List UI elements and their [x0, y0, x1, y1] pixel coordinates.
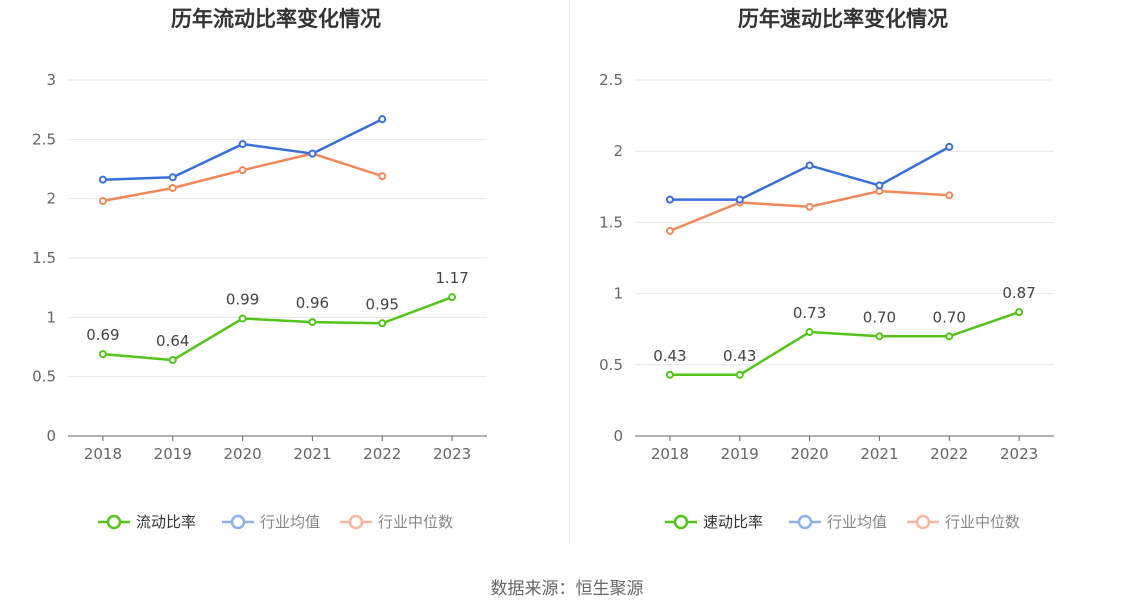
data-label: 0.43: [653, 347, 686, 365]
current-ratio-chart: 历年流动比率变化情况 0 0.5 1 1.5 2 2.5 3 2018 2019 2020 2021 2…: [32, 7, 487, 531]
legend-label: 行业中位数: [378, 513, 453, 531]
y-tick-label: 2.5: [599, 71, 623, 89]
data-point: [945, 332, 954, 341]
data-point: [665, 370, 674, 379]
x-tick-label: 2022: [363, 445, 401, 463]
legend-label: 流动比率: [136, 513, 196, 531]
data-source-caption: 数据来源：恒生聚源: [490, 579, 644, 599]
data-point: [168, 183, 177, 192]
x-tick-label: 2019: [154, 445, 192, 463]
data-label: 0.69: [86, 326, 119, 344]
data-point: [378, 115, 387, 124]
legend-marker-icon: [673, 514, 689, 530]
legend-item-1[interactable]: 行业均值: [789, 513, 887, 531]
y-tick-label: 1.5: [599, 213, 623, 231]
legend-marker-icon: [915, 514, 931, 530]
legend-label: 行业均值: [827, 513, 887, 531]
legend-marker-icon: [106, 514, 122, 530]
legend-marker-icon: [348, 514, 364, 530]
data-point: [238, 166, 247, 175]
legend-item-0[interactable]: 流动比率: [98, 513, 196, 531]
data-point: [945, 191, 954, 200]
data-point: [378, 319, 387, 328]
data-point: [875, 332, 884, 341]
x-tick-label: 2021: [293, 445, 331, 463]
legend-item-2[interactable]: 行业中位数: [340, 513, 453, 531]
data-point: [875, 181, 884, 190]
data-point: [238, 140, 247, 149]
data-label: 0.87: [1002, 284, 1035, 302]
y-tick-label: 3: [46, 71, 56, 89]
data-point: [168, 173, 177, 182]
data-point: [735, 195, 744, 204]
x-tick-label: 2023: [433, 445, 471, 463]
data-label: 0.96: [296, 294, 329, 312]
data-label: 0.64: [156, 332, 189, 350]
data-point: [378, 172, 387, 181]
y-tick-label: 0: [46, 427, 56, 445]
y-tick-label: 2.5: [32, 130, 56, 148]
data-label: 0.73: [793, 304, 826, 322]
data-label: 0.99: [226, 291, 259, 309]
legend-marker-icon: [230, 514, 246, 530]
x-tick-label: 2023: [1000, 445, 1038, 463]
panel-divider: [569, 0, 570, 543]
chart-title: 历年流动比率变化情况: [171, 7, 381, 31]
data-point: [98, 175, 107, 184]
data-point: [665, 226, 674, 235]
legend-label: 行业中位数: [945, 513, 1020, 531]
data-point: [98, 197, 107, 206]
x-tick-label: 2020: [790, 445, 828, 463]
data-point: [805, 328, 814, 337]
x-tick-label: 2019: [721, 445, 759, 463]
quick-ratio-panel: 历年速动比率变化情况 0 0.5 1 1.5 2 2.5 2018 2019 2020 2021 20…: [567, 0, 1134, 560]
quick-ratio-chart: 历年速动比率变化情况 0 0.5 1 1.5 2 2.5 2018 2019 2020 2021 20…: [599, 7, 1054, 531]
chart-title: 历年速动比率变化情况: [738, 7, 948, 31]
series-line-2: [669, 189, 950, 233]
series-line-0: [102, 296, 453, 362]
legend-label: 行业均值: [260, 513, 320, 531]
legend-item-0[interactable]: 速动比率: [665, 513, 763, 531]
data-point: [168, 356, 177, 365]
x-tick-label: 2020: [223, 445, 261, 463]
data-point: [945, 142, 954, 151]
data-point: [735, 370, 744, 379]
y-tick-label: 2: [613, 142, 623, 160]
y-tick-label: 2: [46, 190, 56, 208]
legend-item-2[interactable]: 行业中位数: [907, 513, 1020, 531]
series-line-0: [669, 310, 1020, 377]
data-point: [448, 293, 457, 302]
x-tick-label: 2022: [930, 445, 968, 463]
data-point: [805, 202, 814, 211]
current-ratio-panel: 历年流动比率变化情况 0 0.5 1 1.5 2 2.5 3 2018 2019 2020 2021 2…: [0, 0, 567, 560]
y-tick-label: 0: [613, 427, 623, 445]
data-point: [308, 318, 317, 327]
data-point: [238, 314, 247, 323]
x-tick-label: 2018: [84, 445, 122, 463]
y-tick-label: 0.5: [32, 368, 56, 386]
x-tick-label: 2018: [651, 445, 689, 463]
x-tick-label: 2021: [860, 445, 898, 463]
data-point: [805, 161, 814, 170]
data-point: [665, 195, 674, 204]
data-label: 0.95: [366, 295, 399, 313]
legend-label: 速动比率: [703, 513, 763, 531]
data-point: [98, 350, 107, 359]
y-tick-label: 1: [613, 285, 623, 303]
data-label: 0.70: [863, 308, 896, 326]
data-label: 0.43: [723, 347, 756, 365]
y-tick-label: 1: [46, 308, 56, 326]
data-point: [308, 149, 317, 158]
data-label: 0.70: [933, 308, 966, 326]
y-tick-label: 1.5: [32, 249, 56, 267]
y-tick-label: 0.5: [599, 356, 623, 374]
data-point: [1015, 308, 1024, 317]
data-label: 1.17: [435, 269, 468, 287]
legend-item-1[interactable]: 行业均值: [222, 513, 320, 531]
legend-marker-icon: [797, 514, 813, 530]
